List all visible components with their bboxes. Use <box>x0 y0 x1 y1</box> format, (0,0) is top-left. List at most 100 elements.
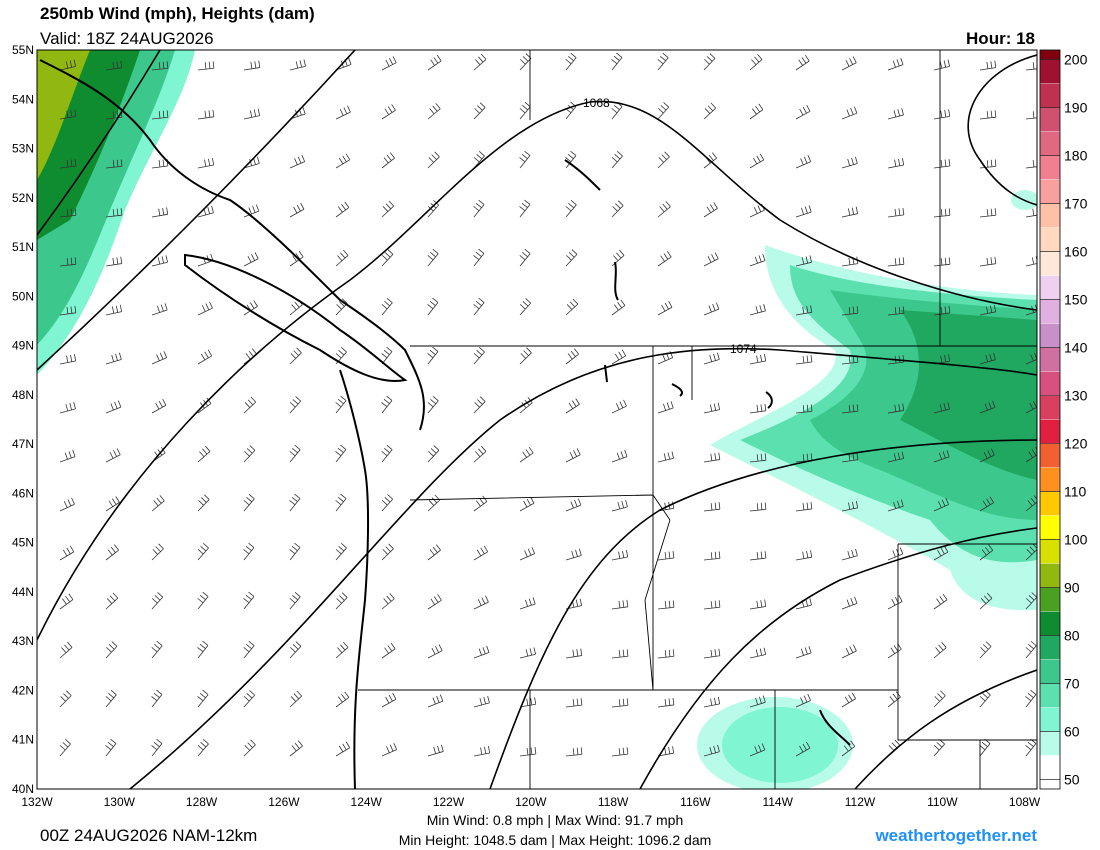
lon-label: 118W <box>598 795 629 809</box>
wind-barb <box>151 61 169 71</box>
wind-barb <box>381 200 395 218</box>
wind-barb <box>657 697 675 708</box>
lat-label: 45N <box>12 536 34 550</box>
wind-barb <box>335 201 350 218</box>
wind-barb <box>565 249 578 267</box>
wind-barb <box>1025 159 1037 169</box>
wind-barb <box>979 641 992 659</box>
wind-barb <box>519 53 532 71</box>
colorbar-label: 190 <box>1064 100 1088 116</box>
wind-barb <box>381 692 397 708</box>
wind-barb <box>105 400 122 414</box>
wind-barb <box>151 207 169 218</box>
wind-barb <box>841 740 856 757</box>
wind-barb <box>703 53 716 71</box>
colorbar-swatch <box>1039 755 1061 780</box>
wind-barb <box>657 551 675 561</box>
wind-barb <box>933 497 949 512</box>
lon-label: 120W <box>515 795 547 809</box>
site-link[interactable]: weathertogether.net <box>874 826 1037 845</box>
wind-barb <box>703 502 721 512</box>
wind-barb <box>59 109 77 120</box>
wind-barb <box>657 649 675 659</box>
wind-barb <box>657 746 675 757</box>
lat-label: 54N <box>12 92 34 106</box>
wind-barb <box>151 592 164 610</box>
wind-barb <box>795 453 813 463</box>
wind-barb <box>1025 689 1037 708</box>
wind-barb <box>565 101 577 120</box>
wind-barb <box>749 453 767 463</box>
wind-barb <box>519 496 535 512</box>
wind-barb <box>979 448 995 463</box>
wind-barb <box>703 744 720 757</box>
lat-label: 55N <box>12 43 34 57</box>
colorbar-label: 110 <box>1064 483 1087 499</box>
wind-barb <box>657 250 672 267</box>
wind-barb <box>887 451 905 463</box>
lon-label: 110W <box>927 795 958 809</box>
wind-stats: Min Wind: 0.8 mph | Max Wind: 91.7 mph <box>427 812 684 828</box>
colorbar-swatch <box>1039 203 1061 228</box>
wind-barb <box>611 649 629 659</box>
wind-barb <box>519 298 532 316</box>
lon-label: 122W <box>433 795 465 809</box>
wind-barb <box>243 156 260 169</box>
wind-barb <box>151 110 169 120</box>
wind-barb <box>151 255 168 267</box>
wind-barb <box>887 547 904 561</box>
wind-barb <box>657 300 673 316</box>
wind-barb <box>473 248 485 267</box>
colorbar-swatch <box>1039 83 1061 108</box>
map: 1068 1074 <box>37 50 1037 789</box>
wind-barb <box>59 59 77 71</box>
lat-label: 44N <box>12 585 34 599</box>
colorbar-swatch <box>1039 539 1061 564</box>
wind-barb <box>933 305 951 316</box>
wind-barb <box>933 354 951 365</box>
wind-barb <box>887 595 903 610</box>
colorbar-swatch <box>1039 611 1061 636</box>
wind-barb <box>335 592 348 610</box>
wind-barb <box>519 199 531 218</box>
wind-barb <box>473 445 487 463</box>
wind-barb <box>381 743 398 757</box>
wind-barb <box>59 159 77 169</box>
wind-barb <box>473 396 486 414</box>
colorbar-swatch <box>1039 563 1061 588</box>
wind-barb <box>197 640 209 659</box>
colorbar-swatch <box>1039 659 1061 684</box>
wind-barb <box>335 493 347 512</box>
wind-barb <box>841 56 857 71</box>
wind-barb <box>1025 352 1037 365</box>
wind-barb <box>59 354 77 365</box>
wind-barb <box>59 593 74 610</box>
lon-label: 132W <box>21 795 53 809</box>
colorbar-swatch <box>1039 299 1061 324</box>
wind-barb <box>933 739 945 757</box>
wind-barb <box>381 152 395 169</box>
wind-barb <box>243 640 255 659</box>
wind-barb <box>151 738 163 757</box>
wind-barb <box>473 151 485 169</box>
wind-barb <box>519 150 531 169</box>
wind-barb <box>703 252 719 267</box>
wind-barb <box>197 206 214 218</box>
wind-barb <box>519 597 536 610</box>
wind-barb <box>933 109 951 120</box>
wind-barb <box>289 202 305 218</box>
wind-barb <box>289 155 306 169</box>
colorbar-label: 120 <box>1064 435 1088 451</box>
wind-barb <box>795 693 811 708</box>
wind-barb <box>841 644 857 659</box>
wind-barb <box>335 741 351 757</box>
wind-barb <box>657 201 671 218</box>
wind-barb <box>887 57 904 71</box>
wind-barb <box>611 249 625 267</box>
wind-barb <box>473 53 487 71</box>
wind-barb <box>703 452 721 463</box>
wind-barb <box>749 53 763 71</box>
wind-barb <box>427 395 439 414</box>
wind-barb <box>105 208 123 218</box>
lat-label: 51N <box>12 240 34 254</box>
